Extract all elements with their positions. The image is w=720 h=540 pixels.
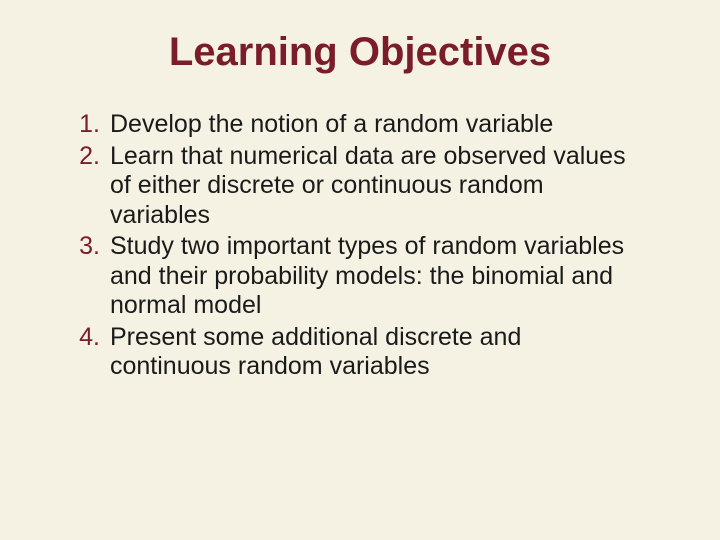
list-item: Learn that numerical data are observed v…: [110, 142, 645, 231]
slide: Learning Objectives Develop the notion o…: [0, 0, 720, 540]
objectives-list: Develop the notion of a random variable …: [45, 110, 675, 382]
list-item: Develop the notion of a random variable: [110, 110, 645, 140]
list-item: Study two important types of random vari…: [110, 232, 645, 321]
slide-title: Learning Objectives: [45, 30, 675, 75]
list-item: Present some additional discrete and con…: [110, 323, 645, 382]
